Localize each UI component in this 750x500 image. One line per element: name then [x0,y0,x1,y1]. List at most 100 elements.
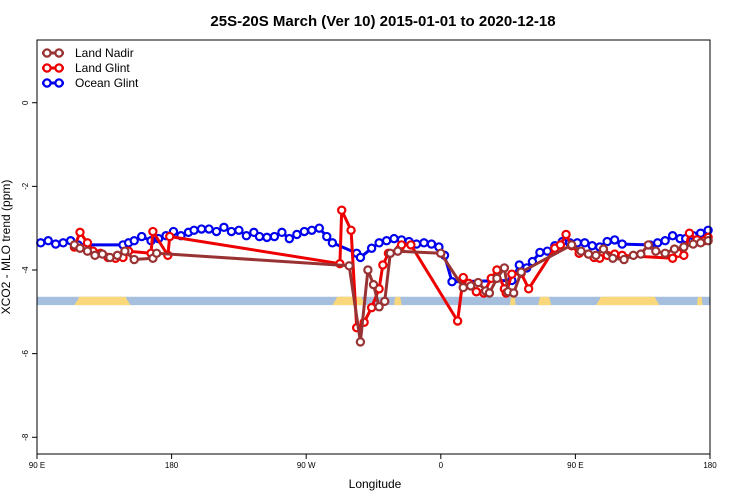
land-nadir-point [374,302,384,312]
land-glint-point [458,272,468,283]
ocean-glint-point [36,238,46,248]
land-glint-point [346,225,356,235]
land-nadir-point [628,250,639,261]
land-nadir-point [473,277,483,288]
land-glint-point [366,302,377,313]
land-band-3 [509,296,516,306]
series-layer [36,205,713,347]
land-nadir-point [484,288,495,298]
land-nadir-point [105,252,115,263]
land-nadir-point [660,248,670,258]
land-nadir-point [151,248,162,258]
ocean-glint-point [327,238,338,248]
land-band-1 [332,296,367,306]
land-nadir-point [112,250,123,261]
ocean-glint-point [50,239,61,249]
ocean-glint-point [262,232,272,243]
y-tick-label: -4 [21,266,30,274]
x-tick-label: 180 [703,461,717,470]
chart-title: 25S-20S March (Ver 10) 2015-01-01 to 202… [210,13,555,30]
ocean-glint-point [695,228,706,238]
plot-frame [36,39,711,455]
ocean-glint-point [284,233,295,244]
x-tick-label: 90 E [29,461,45,470]
land-nadir-point [75,243,85,253]
ocean-glint-point [447,277,457,287]
land-glint-point [684,228,695,238]
land-nadir-point [576,246,586,256]
ocean-glint-point [299,226,310,237]
land-nadir-point [385,248,396,258]
ocean-glint-point [580,238,590,248]
ocean-glint-point [211,226,222,237]
ocean-glint-point [136,231,147,242]
land-nadir-point [363,265,373,275]
ocean-glint-point [277,227,287,238]
ocean-glint-point [58,238,68,248]
land-nadir-point [458,282,468,293]
ocean-glint-point [667,231,678,241]
land-glint-point [406,240,416,250]
land-nadir-point [492,273,502,284]
land-nadir-point [499,263,510,273]
land-glint-point [555,240,566,250]
land-nadir-point [466,281,476,291]
land-nadir-point [636,249,646,259]
ocean-glint-point [292,229,302,240]
land-nadir-point [643,240,654,250]
land-glint-point [337,205,347,215]
land-nadir-point [129,254,139,265]
y-tick-label: -6 [21,350,30,358]
land-glint-point [75,227,85,238]
ocean-glint-point [389,233,399,244]
legend-land-nadir-label: Land Nadir [75,46,134,60]
ocean-glint-point [234,225,244,235]
legend-ocean-glint-label: Ocean Glint [75,76,139,90]
land-band-0 [74,296,131,306]
ocean-glint-point [426,239,437,249]
land-nadir-point [355,337,366,347]
ocean-glint-point [366,243,377,253]
legend-land-glint-marker [54,63,64,73]
legend-ocean-glint-marker [54,78,64,88]
ocean-glint-point [374,238,384,248]
ocean-glint-point [269,231,280,242]
ocean-glint-point [587,241,597,251]
ocean-glint-point [43,236,53,246]
land-nadir-point [90,250,100,261]
land-nadir-point [608,253,618,263]
x-tick-label: 90 E [567,461,583,470]
ocean-glint-point [419,238,429,248]
ocean-glint-point [617,239,627,249]
land-glint-point [452,316,463,326]
ocean-glint-point [609,235,620,245]
land-nadir-point [651,246,661,256]
x-tick-label: 0 [439,461,444,470]
land-glint-point [148,226,158,237]
land-glint-point [378,260,388,270]
y-tick-label: -8 [21,433,30,441]
ocean-glint-point [189,225,199,235]
land-nadir-point [591,250,601,261]
legend-ocean-glint-marker [42,78,52,88]
land-nadir-point [619,254,629,265]
land-nadir-point [566,240,577,250]
land-nadir-point [120,246,130,256]
land-glint-line [72,208,710,330]
x-tick-label: 180 [165,461,179,470]
legend-land-glint-marker [42,63,52,73]
ocean-glint-point [542,246,553,256]
land-nadir-point [583,249,594,259]
land-glint-point [82,238,93,248]
land-nadir-point [380,296,390,307]
ocean-glint-point [660,236,670,246]
land-glint-point [679,250,689,261]
ocean-glint-point [204,224,214,234]
land-nadir-point [679,242,689,252]
land-nadir-point [669,244,680,254]
land-nadir-point [695,238,706,248]
land-nadir-point [703,236,713,246]
ocean-glint-point [196,224,207,234]
